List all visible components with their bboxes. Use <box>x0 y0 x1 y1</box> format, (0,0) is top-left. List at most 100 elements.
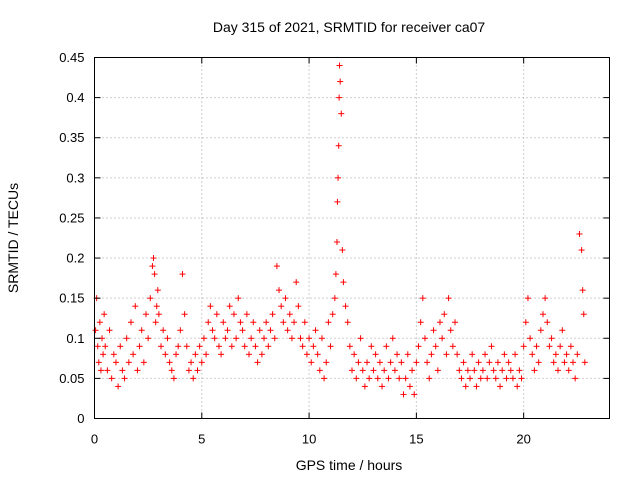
data-point <box>164 335 171 342</box>
data-point <box>503 375 510 382</box>
data-point <box>267 327 274 334</box>
data-point <box>218 351 225 358</box>
data-point <box>273 263 280 270</box>
data-point <box>336 62 343 69</box>
data-point <box>404 351 411 358</box>
data-point <box>181 311 188 318</box>
data-point <box>353 375 360 382</box>
data-point <box>145 335 152 342</box>
data-point <box>432 343 439 350</box>
data-point <box>338 110 345 117</box>
data-point <box>539 311 546 318</box>
data-point <box>492 375 499 382</box>
data-point <box>421 335 428 342</box>
data-point <box>235 295 242 302</box>
data-point <box>406 383 413 390</box>
data-point <box>188 359 195 366</box>
data-point <box>443 351 450 358</box>
data-point <box>514 383 521 390</box>
data-point <box>183 343 190 350</box>
data-point <box>194 367 201 374</box>
data-point <box>462 383 469 390</box>
data-point <box>349 367 355 374</box>
data-point <box>106 327 113 334</box>
data-point <box>282 295 289 302</box>
data-point <box>374 375 381 382</box>
data-point <box>479 367 486 374</box>
data-point <box>127 319 134 326</box>
data-point <box>230 311 237 318</box>
data-point <box>411 391 418 398</box>
data-point <box>211 335 218 342</box>
data-point <box>228 343 235 350</box>
data-point <box>101 311 108 318</box>
data-point <box>149 263 156 270</box>
data-point <box>207 303 214 310</box>
data-point <box>119 367 126 374</box>
data-point <box>336 94 343 101</box>
data-point <box>396 375 403 382</box>
data-point <box>428 351 435 358</box>
data-point <box>310 343 317 350</box>
data-point <box>121 375 128 382</box>
data-point <box>246 351 252 358</box>
data-point <box>166 359 173 366</box>
data-point <box>376 359 383 366</box>
data-point <box>372 351 379 358</box>
data-point <box>312 327 319 334</box>
data-point <box>332 271 339 278</box>
data-point <box>215 343 222 350</box>
data-point <box>152 319 159 326</box>
data-point <box>490 367 497 374</box>
data-point <box>497 383 504 390</box>
data-point <box>254 359 261 366</box>
data-point <box>531 367 538 374</box>
data-point <box>383 343 390 350</box>
y-tick-label: 0.15 <box>59 291 84 306</box>
plot-frame <box>94 57 610 419</box>
data-point <box>340 279 347 286</box>
data-point <box>581 359 588 366</box>
data-point <box>426 375 433 382</box>
data-point <box>355 359 362 366</box>
data-point <box>150 255 157 262</box>
data-point <box>544 319 551 326</box>
data-point <box>409 367 416 374</box>
data-point <box>280 319 287 326</box>
x-axis-label: GPS time / hours <box>296 457 403 473</box>
data-point <box>342 303 349 310</box>
data-point <box>572 375 579 382</box>
data-point <box>402 375 409 382</box>
data-point <box>138 327 145 334</box>
data-point <box>339 247 346 254</box>
data-point <box>579 287 586 294</box>
data-point <box>293 279 300 286</box>
data-point <box>92 327 99 334</box>
data-point <box>314 351 321 358</box>
data-point <box>291 319 298 326</box>
grid <box>94 57 610 419</box>
data-point <box>394 351 401 358</box>
y-tick-label: 0.25 <box>59 210 84 225</box>
data-point <box>286 311 293 318</box>
data-point <box>170 375 177 382</box>
data-point <box>364 359 371 366</box>
data-point <box>456 367 463 374</box>
data-point <box>452 319 458 326</box>
data-point <box>321 375 328 382</box>
data-point <box>561 359 568 366</box>
data-point <box>252 343 259 350</box>
data-point <box>288 335 295 342</box>
data-point <box>417 319 424 326</box>
data-point <box>258 351 265 358</box>
data-point <box>318 335 325 342</box>
data-point <box>263 319 270 326</box>
data-point <box>205 319 212 326</box>
x-tick-label: 5 <box>198 432 205 447</box>
data-point <box>337 78 344 85</box>
data-point <box>385 375 392 382</box>
data-point <box>306 335 313 342</box>
y-tick-label: 0.05 <box>59 371 84 386</box>
data-point <box>158 343 165 350</box>
